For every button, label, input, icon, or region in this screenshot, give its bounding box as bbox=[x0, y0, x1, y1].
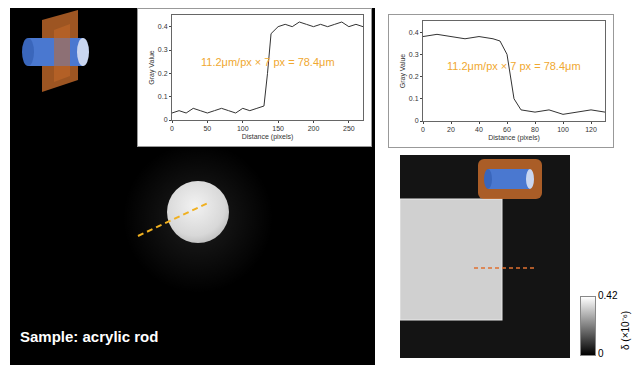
svg-text:0.2: 0.2 bbox=[409, 73, 419, 80]
svg-text:50: 50 bbox=[203, 125, 211, 132]
svg-text:Gray Value: Gray Value bbox=[148, 50, 156, 85]
svg-text:150: 150 bbox=[272, 125, 284, 132]
svg-text:0.1: 0.1 bbox=[409, 95, 419, 102]
svg-text:0: 0 bbox=[164, 116, 168, 123]
svg-text:0.2: 0.2 bbox=[158, 70, 168, 77]
svg-text:0.4: 0.4 bbox=[409, 29, 419, 36]
svg-text:0: 0 bbox=[170, 125, 174, 132]
svg-text:80: 80 bbox=[531, 126, 539, 133]
svg-text:0.1: 0.1 bbox=[158, 93, 168, 100]
svg-text:0.4: 0.4 bbox=[158, 23, 168, 30]
svg-text:250: 250 bbox=[343, 125, 355, 132]
svg-text:200: 200 bbox=[308, 125, 320, 132]
html-text:0: 0 bbox=[598, 348, 604, 359]
svg-text:0: 0 bbox=[415, 117, 419, 124]
svg-text:11.2μm/px × 7 px = 78.4μm: 11.2μm/px × 7 px = 78.4μm bbox=[447, 60, 581, 72]
svg-text:Distance (pixels): Distance (pixels) bbox=[242, 133, 294, 141]
svg-text:20: 20 bbox=[447, 126, 455, 133]
html-text:0.42: 0.42 bbox=[598, 290, 618, 301]
svg-text:0: 0 bbox=[421, 126, 425, 133]
svg-text:Distance (pixels): Distance (pixels) bbox=[488, 134, 540, 142]
svg-text:60: 60 bbox=[503, 126, 511, 133]
svg-text:0.3: 0.3 bbox=[409, 51, 419, 58]
html-text:Sample: acrylic rod: Sample: acrylic rod bbox=[20, 328, 159, 345]
html-text:δ (×10⁻⁶): δ (×10⁻⁶) bbox=[620, 310, 631, 350]
svg-text:120: 120 bbox=[585, 126, 597, 133]
svg-text:0.3: 0.3 bbox=[158, 46, 168, 53]
svg-text:Gray Value: Gray Value bbox=[399, 54, 407, 89]
svg-text:100: 100 bbox=[557, 126, 569, 133]
svg-text:40: 40 bbox=[475, 126, 483, 133]
svg-text:11.2μm/px × 7 px = 78.4μm: 11.2μm/px × 7 px = 78.4μm bbox=[201, 56, 335, 68]
svg-text:100: 100 bbox=[237, 125, 249, 132]
